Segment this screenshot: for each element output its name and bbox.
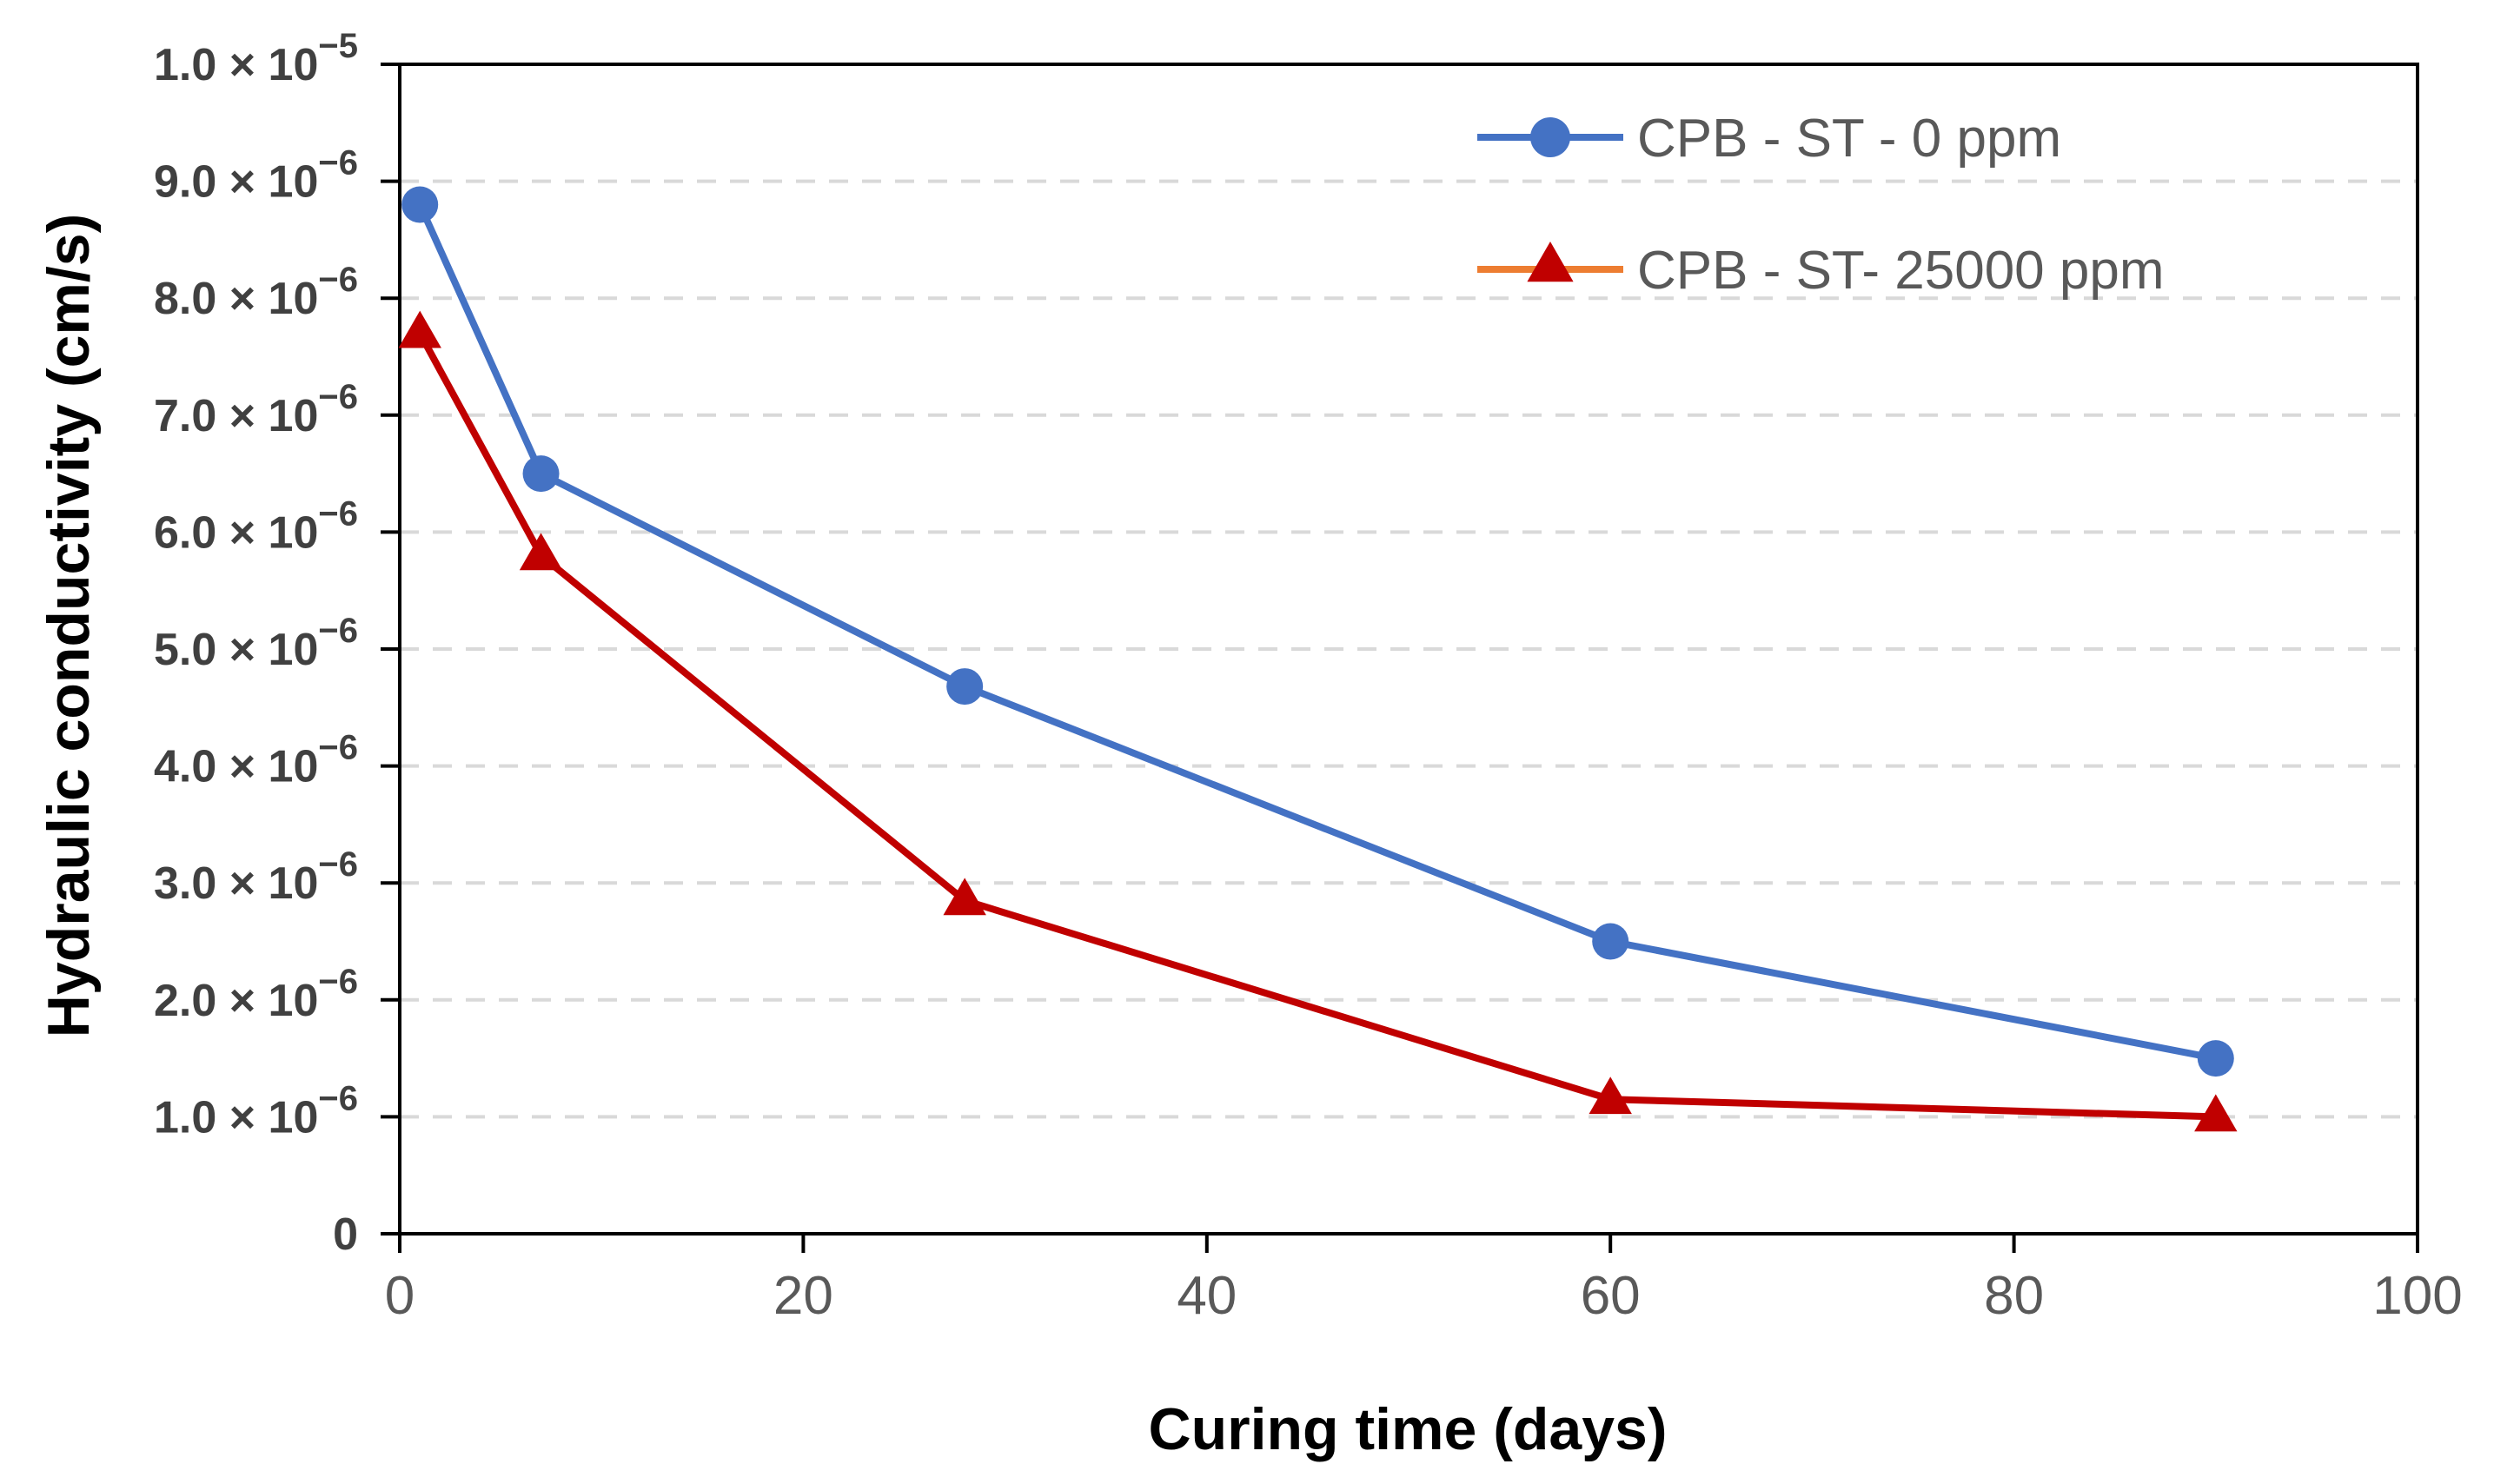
series-0-point-3 [1592, 923, 1629, 960]
x-axis-ticks: 0 20 40 60 80 100 [385, 1234, 2463, 1326]
series-1-point-3 [1589, 1077, 1632, 1115]
series-1-point-1 [519, 533, 563, 571]
y-axis-title: Hydraulic conductivity (cm/s) [36, 214, 102, 1037]
x-axis-title: Curing time (days) [1149, 1396, 1668, 1462]
legend-label-0: CPB - ST - 0 ppm [1637, 109, 2061, 169]
x-tick-label-2: 40 [1177, 1266, 1237, 1326]
x-tick-label-1: 20 [773, 1266, 833, 1326]
y-axis-ticks: 0 1.0 × 10−6 2.0 × 10−6 3.0 × 10−6 4.0 × 10−… [154, 27, 400, 1260]
x-tick-label-0: 0 [385, 1266, 415, 1326]
y-tick-label-9: 9.0 × 10−6 [154, 144, 358, 208]
y-tick-label-5: 5.0 × 10−6 [154, 612, 358, 675]
y-tick-label-10: 1.0 × 10−5 [154, 27, 358, 90]
series-0-point-2 [946, 668, 984, 706]
y-tick-label-0: 0 [333, 1209, 358, 1260]
legend: CPB - ST - 0 ppm CPB - ST- 25000 ppm [1477, 109, 2165, 301]
series-1-point-2 [943, 878, 986, 916]
y-tick-label-8: 8.0 × 10−6 [154, 261, 358, 324]
series-1-point-0 [398, 310, 441, 348]
y-tick-label-2: 2.0 × 10−6 [154, 963, 358, 1026]
y-tick-label-1: 1.0 × 10−6 [154, 1079, 358, 1143]
y-tick-label-6: 6.0 × 10−6 [154, 494, 358, 558]
series-line-1 [416, 331, 2216, 1121]
data-series [398, 186, 2238, 1132]
series-1 [398, 310, 2238, 1132]
series-1-point-4 [2194, 1094, 2238, 1132]
x-tick-label-4: 80 [1984, 1266, 2044, 1326]
legend-marker-0 [1530, 117, 1570, 157]
series-0-point-4 [2197, 1040, 2234, 1077]
x-tick-label-5: 100 [2372, 1266, 2462, 1326]
y-tick-label-4: 4.0 × 10−6 [154, 729, 358, 792]
series-0-point-0 [401, 186, 439, 223]
y-tick-label-7: 7.0 × 10−6 [154, 378, 358, 441]
x-tick-label-3: 60 [1581, 1266, 1641, 1326]
series-0 [401, 186, 2234, 1077]
series-line-0 [416, 202, 2217, 1063]
y-tick-label-3: 3.0 × 10−6 [154, 845, 358, 909]
grid-lines [400, 179, 2418, 1119]
legend-marker-1 [1527, 242, 1574, 282]
series-0-point-1 [522, 455, 560, 493]
legend-label-1: CPB - ST- 25000 ppm [1637, 241, 2165, 301]
